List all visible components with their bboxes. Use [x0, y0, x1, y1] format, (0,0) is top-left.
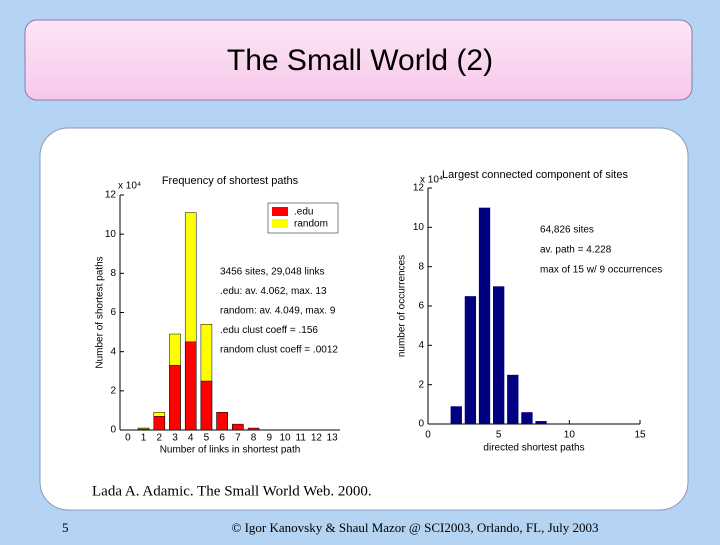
- y-tick-label: 8: [418, 261, 424, 272]
- x-axis-label: Number of links in shortest path: [160, 445, 301, 456]
- y-tick-label: 8: [110, 268, 116, 279]
- bar: [493, 286, 505, 424]
- legend-label: random: [294, 219, 328, 230]
- annotation: max of 15 w/ 9 occurrences: [540, 265, 662, 276]
- y-tick-label: 4: [418, 340, 424, 351]
- y-axis-label: Number of shortest paths: [95, 256, 106, 368]
- y-tick-label: 2: [110, 385, 116, 396]
- x-tick-label: 8: [251, 433, 257, 444]
- y-tick-label: 10: [105, 229, 117, 240]
- legend-swatch: [272, 219, 288, 228]
- x-tick-label: 4: [188, 433, 194, 444]
- x-tick-label: 15: [634, 430, 646, 441]
- x-tick-label: 6: [219, 433, 225, 444]
- y-tick-label: 6: [418, 301, 424, 312]
- y-multiplier: x 10⁴: [420, 175, 443, 186]
- bar: [478, 207, 491, 424]
- page-number: 5: [62, 520, 69, 535]
- annotation: av. path = 4.228: [540, 245, 612, 256]
- bar: [153, 416, 166, 431]
- x-tick-label: 0: [125, 433, 131, 444]
- chart-title: Frequency of shortest paths: [162, 175, 299, 187]
- annotation: .edu clust coeff = .156: [220, 325, 318, 336]
- x-tick-label: 13: [327, 433, 339, 444]
- x-tick-label: 1: [141, 433, 147, 444]
- y-tick-label: 2: [418, 379, 424, 390]
- bar: [521, 412, 533, 424]
- slide-title: The Small World (2): [227, 44, 493, 77]
- legend-label: .edu: [294, 207, 313, 218]
- bar: [247, 427, 260, 431]
- annotation: .edu: av. 4.062, max. 13: [220, 286, 327, 297]
- x-tick-label: 9: [267, 433, 273, 444]
- x-axis-label: directed shortest paths: [483, 443, 584, 454]
- footer: © Igor Kanovsky & Shaul Mazor @ SCI2003,…: [231, 520, 598, 535]
- annotation: 3456 sites, 29,048 links: [220, 267, 325, 278]
- annotation: random clust coeff = .0012: [220, 345, 338, 356]
- bar: [137, 428, 150, 431]
- chart-title: Largest connected component of sites: [442, 169, 628, 181]
- y-tick-label: 12: [105, 190, 117, 201]
- caption: Lada A. Adamic. The Small World Web. 200…: [92, 483, 372, 499]
- x-tick-label: 7: [235, 433, 241, 444]
- x-tick-label: 11: [296, 433, 307, 444]
- y-tick-label: 12: [413, 183, 425, 194]
- bar: [232, 423, 244, 431]
- x-tick-label: 2: [157, 433, 163, 444]
- legend-swatch: [272, 207, 288, 216]
- y-multiplier: x 10⁴: [118, 181, 141, 192]
- y-tick-label: 0: [418, 419, 424, 430]
- bar: [169, 365, 181, 431]
- bar: [535, 421, 547, 424]
- bar: [450, 406, 462, 424]
- bar: [184, 341, 197, 431]
- x-tick-label: 10: [279, 433, 291, 444]
- annotation: 64,826 sites: [540, 225, 594, 236]
- x-tick-label: 0: [425, 430, 431, 441]
- title-box: [24, 19, 693, 101]
- annotation: random: av. 4.049, max. 9: [220, 306, 336, 317]
- x-tick-label: 3: [172, 433, 178, 444]
- bar: [216, 412, 228, 431]
- y-tick-label: 10: [413, 222, 425, 233]
- y-tick-label: 4: [110, 346, 116, 357]
- y-tick-label: 0: [110, 425, 116, 436]
- y-tick-label: 6: [110, 307, 116, 318]
- bar: [464, 296, 477, 424]
- bar: [507, 374, 519, 424]
- x-tick-label: 5: [204, 433, 210, 444]
- x-tick-label: 12: [311, 433, 323, 444]
- x-tick-label: 10: [564, 430, 576, 441]
- x-tick-label: 5: [496, 430, 502, 441]
- y-axis-label: number of occurrences: [397, 255, 408, 357]
- bar: [200, 380, 213, 431]
